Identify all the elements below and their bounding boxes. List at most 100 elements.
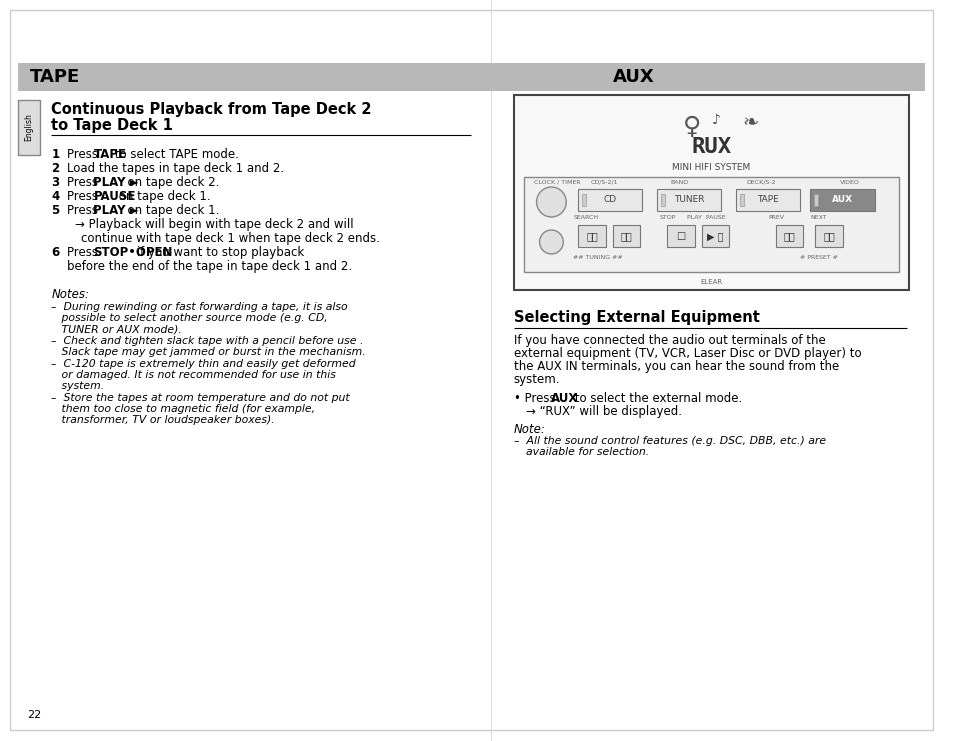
Text: on tape deck 1.: on tape deck 1.	[119, 204, 219, 217]
Text: English: English	[24, 113, 33, 141]
Text: BAND: BAND	[669, 180, 687, 185]
Text: ▶ ⏸: ▶ ⏸	[706, 231, 723, 241]
Circle shape	[539, 230, 562, 254]
Bar	[612, 225, 639, 247]
Text: ❧: ❧	[742, 113, 759, 132]
Text: TAPE: TAPE	[757, 196, 779, 205]
Text: RUX: RUX	[691, 137, 731, 157]
Text: TUNER: TUNER	[674, 196, 703, 205]
Text: MINI HIFI SYSTEM: MINI HIFI SYSTEM	[672, 163, 750, 172]
Text: PLAY ►: PLAY ►	[93, 204, 139, 217]
Bar	[523, 177, 899, 272]
Text: before the end of the tape in tape deck 1 and 2.: before the end of the tape in tape deck …	[67, 260, 352, 273]
Text: 2: 2	[51, 162, 59, 175]
Bar	[815, 225, 842, 247]
Text: Notes:: Notes:	[51, 288, 90, 301]
Text: ♀: ♀	[682, 115, 700, 139]
Bar	[578, 189, 641, 211]
Text: NEXT: NEXT	[809, 215, 826, 220]
Text: –  During rewinding or fast forwarding a tape, it is also: – During rewinding or fast forwarding a …	[51, 302, 348, 312]
Text: TAPE: TAPE	[93, 148, 126, 161]
Text: CD/S-2/1: CD/S-2/1	[590, 180, 618, 185]
Text: possible to select another source mode (e.g. CD,: possible to select another source mode (…	[51, 313, 328, 323]
Text: or damaged. It is not recommended for use in this: or damaged. It is not recommended for us…	[51, 370, 335, 380]
Text: –  Store the tapes at room temperature and do not put: – Store the tapes at room temperature an…	[51, 393, 350, 403]
Text: PAUSE: PAUSE	[93, 190, 135, 203]
Text: AUX: AUX	[551, 392, 578, 405]
Text: ⏮⏮: ⏮⏮	[782, 231, 795, 241]
Text: 1: 1	[51, 148, 59, 161]
Text: # PRESET #: # PRESET #	[800, 255, 838, 260]
Text: on tape deck 2.: on tape deck 2.	[119, 176, 219, 189]
Text: if you want to stop playback: if you want to stop playback	[132, 246, 304, 259]
Text: system.: system.	[51, 381, 105, 391]
Text: → “RUX” will be displayed.: → “RUX” will be displayed.	[525, 405, 681, 418]
Bar	[514, 95, 908, 290]
Text: STOP: STOP	[659, 215, 676, 220]
Bar	[18, 63, 924, 91]
Bar	[660, 194, 664, 206]
Text: 4: 4	[51, 190, 60, 203]
Bar	[578, 225, 605, 247]
Text: –  C-120 tape is extremely thin and easily get deformed: – C-120 tape is extremely thin and easil…	[51, 359, 355, 369]
Text: the AUX IN terminals, you can hear the sound from the: the AUX IN terminals, you can hear the s…	[514, 360, 839, 373]
Text: TAPE: TAPE	[30, 68, 80, 86]
Text: to Tape Deck 1: to Tape Deck 1	[51, 118, 173, 133]
Bar	[581, 194, 585, 206]
Text: TUNER or AUX mode).: TUNER or AUX mode).	[51, 324, 182, 334]
Text: SEARCH: SEARCH	[573, 215, 598, 220]
Text: 22: 22	[27, 710, 41, 720]
Text: DECK/S-2: DECK/S-2	[745, 180, 775, 185]
Bar	[775, 225, 802, 247]
Bar	[809, 189, 874, 211]
Text: PLAY  PAUSE: PLAY PAUSE	[686, 215, 724, 220]
Circle shape	[536, 187, 566, 217]
Text: transformer, TV or loudspeaker boxes).: transformer, TV or loudspeaker boxes).	[51, 415, 274, 425]
Text: system.: system.	[514, 373, 559, 386]
Bar	[666, 225, 694, 247]
Text: continue with tape deck 1 when tape deck 2 ends.: continue with tape deck 1 when tape deck…	[81, 232, 379, 245]
Text: • Press: • Press	[514, 392, 558, 405]
Text: 3: 3	[51, 176, 59, 189]
Bar	[18, 100, 39, 155]
Text: AUX: AUX	[612, 68, 654, 86]
Text: ⏪⏪: ⏪⏪	[585, 231, 598, 241]
Text: CLOCK / TIMER: CLOCK / TIMER	[533, 180, 579, 185]
Text: to select the external mode.: to select the external mode.	[571, 392, 741, 405]
Bar	[657, 189, 720, 211]
Text: ⏭⏭: ⏭⏭	[822, 231, 834, 241]
Text: Note:: Note:	[514, 423, 545, 436]
Text: on tape deck 1.: on tape deck 1.	[115, 190, 211, 203]
Text: 6: 6	[51, 246, 60, 259]
Bar	[814, 194, 818, 206]
Text: Continuous Playback from Tape Deck 2: Continuous Playback from Tape Deck 2	[51, 102, 372, 117]
Text: AUX: AUX	[831, 196, 852, 205]
Text: available for selection.: available for selection.	[525, 447, 648, 457]
Text: Slack tape may get jammed or burst in the mechanism.: Slack tape may get jammed or burst in th…	[51, 347, 366, 357]
Text: 5: 5	[51, 204, 60, 217]
Text: VIDEO: VIDEO	[839, 180, 859, 185]
Text: ELEAR: ELEAR	[700, 279, 721, 285]
Text: them too close to magnetic field (for example,: them too close to magnetic field (for ex…	[51, 404, 315, 414]
Text: PLAY ►: PLAY ►	[93, 176, 139, 189]
Text: to select TAPE mode.: to select TAPE mode.	[111, 148, 238, 161]
Bar	[740, 194, 743, 206]
Text: Selecting External Equipment: Selecting External Equipment	[514, 310, 759, 325]
Text: Press: Press	[67, 148, 102, 161]
Text: ♪: ♪	[711, 113, 720, 127]
Text: –  Check and tighten slack tape with a pencil before use .: – Check and tighten slack tape with a pe…	[51, 336, 363, 346]
Text: Press: Press	[67, 204, 102, 217]
Text: –  All the sound control features (e.g. DSC, DBB, etc.) are: – All the sound control features (e.g. D…	[514, 436, 825, 446]
Text: ⏩⏩: ⏩⏩	[620, 231, 632, 241]
Text: → Playback will begin with tape deck 2 and will: → Playback will begin with tape deck 2 a…	[75, 218, 354, 231]
Text: CD: CD	[603, 196, 617, 205]
Text: ## TUNING ##: ## TUNING ##	[573, 255, 622, 260]
Bar	[700, 225, 728, 247]
Text: Press: Press	[67, 176, 102, 189]
Text: Load the tapes in tape deck 1 and 2.: Load the tapes in tape deck 1 and 2.	[67, 162, 284, 175]
Text: PREV: PREV	[768, 215, 784, 220]
Text: Press: Press	[67, 190, 102, 203]
Bar	[736, 189, 800, 211]
Text: If you have connected the audio out terminals of the: If you have connected the audio out term…	[514, 334, 824, 347]
Text: STOP•OPEN: STOP•OPEN	[93, 246, 172, 259]
